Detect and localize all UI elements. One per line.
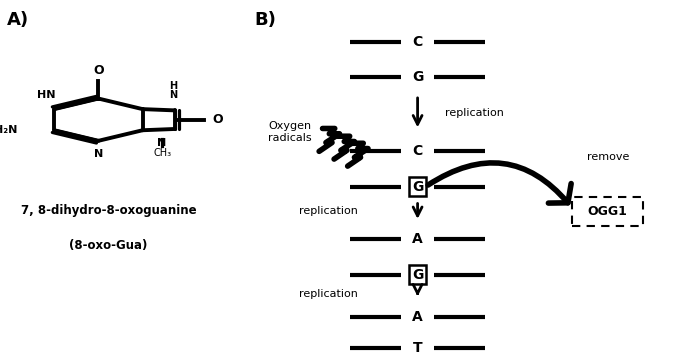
Text: C: C — [412, 144, 423, 158]
Text: N: N — [158, 138, 167, 149]
Text: H
N: H N — [169, 81, 177, 100]
Text: CH₃: CH₃ — [153, 148, 171, 158]
Text: G: G — [412, 70, 423, 84]
Text: N: N — [94, 149, 103, 158]
Text: remove: remove — [587, 152, 629, 162]
Text: O: O — [212, 113, 223, 126]
Text: A): A) — [7, 11, 29, 29]
Text: replication: replication — [299, 206, 358, 216]
Text: T: T — [413, 341, 422, 352]
Text: G: G — [412, 268, 423, 282]
Text: replication: replication — [299, 289, 358, 299]
Text: replication: replication — [445, 108, 504, 118]
Text: Oxygen
radicals: Oxygen radicals — [268, 121, 312, 143]
FancyArrowPatch shape — [428, 163, 571, 203]
Text: B): B) — [255, 11, 276, 29]
Text: O: O — [93, 64, 104, 77]
Text: G: G — [412, 180, 423, 194]
FancyBboxPatch shape — [572, 197, 643, 226]
Text: (8-oxo-Gua): (8-oxo-Gua) — [69, 239, 148, 252]
Text: A: A — [412, 232, 423, 246]
Text: OGG1: OGG1 — [588, 205, 627, 218]
Text: H₂N: H₂N — [0, 125, 17, 135]
Text: C: C — [412, 35, 423, 49]
Text: A: A — [412, 310, 423, 324]
Text: 7, 8-dihydro-8-oxoguanine: 7, 8-dihydro-8-oxoguanine — [21, 204, 196, 217]
Text: HN: HN — [37, 90, 56, 100]
